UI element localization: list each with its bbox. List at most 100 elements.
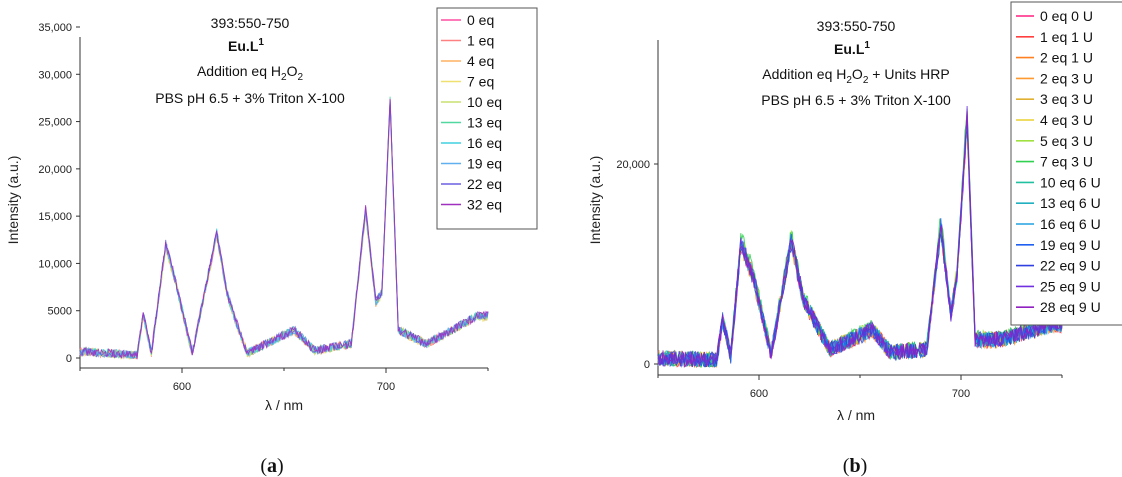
panel-b-caption: (b) <box>843 455 867 477</box>
panel-b-title-line-2-sup: 1 <box>864 40 870 51</box>
panel-a-title-line-3-text: Addition eq H <box>197 63 281 79</box>
panel-b-caption-close: ) <box>861 455 868 477</box>
legend-label: 3 eq 3 U <box>1040 91 1093 107</box>
panel-b-title-line-3-sub2: 2 <box>863 75 869 86</box>
y-tick-label: 20,000 <box>38 164 72 176</box>
legend-label: 10 eq <box>467 94 502 110</box>
y-tick-label: 5000 <box>48 306 72 318</box>
series-line-22-eq <box>79 99 489 359</box>
panel-a-x-ticks: 600 700 <box>79 368 489 393</box>
y-tick-label: 0 <box>644 359 650 371</box>
panel-a-traces <box>79 96 489 360</box>
y-tick-label: 30,000 <box>38 69 72 81</box>
panel-a-title: 393:550-750 Eu.L1 Addition eq H2O2 PBS p… <box>155 15 345 106</box>
legend-label: 5 eq 3 U <box>1040 133 1093 149</box>
series-line-0-eq <box>79 103 489 360</box>
legend-label: 16 eq <box>467 135 502 151</box>
panel-a-title-line-4: PBS pH 6.5 + 3% Triton X-100 <box>155 90 345 106</box>
panel-b-plot-area: 0 20,000 600 700 <box>616 40 1063 400</box>
panel-b-title-line-3: Addition eq H2O2 + Units HRP <box>762 66 949 86</box>
x-tick-label: 700 <box>377 381 395 393</box>
legend-label: 7 eq <box>467 74 494 90</box>
panel-a-title-line-2-text: Eu.L <box>228 38 259 54</box>
legend-label: 4 eq 3 U <box>1040 112 1093 128</box>
panel-a-title-line-1: 393:550-750 <box>211 15 290 31</box>
panel-b-y-ticks: 0 20,000 <box>616 159 658 371</box>
legend-label: 1 eq 1 U <box>1040 29 1093 45</box>
panel-b-title-line-2-text: Eu.L <box>834 41 865 57</box>
y-tick-label: 35,000 <box>38 22 72 34</box>
legend-label: 7 eq 3 U <box>1040 154 1093 170</box>
panel-a-title-line-3-sub2: 2 <box>297 72 303 83</box>
panel-b-title-line-3-o: O <box>852 66 863 82</box>
legend-label: 13 eq <box>467 115 502 131</box>
panel-a-plot-area: 0 5000 10,000 15,000 20,000 25,000 30,000 35,00… <box>38 22 489 393</box>
panel-b-x-label: λ / nm <box>837 407 875 423</box>
series-line-10-eq <box>79 100 489 360</box>
series-line-4-eq <box>79 104 489 359</box>
panel-b-caption-letter: b <box>849 455 860 477</box>
panel-a-caption-open: ( <box>260 455 267 477</box>
panel-b-y-label: Intensity (a.u.) <box>587 156 603 245</box>
panel-b-traces <box>657 105 1063 369</box>
series-line-28-eq-9-U <box>657 111 1063 368</box>
panel-b: 0 20,000 600 700 λ / nm Intensity (a.u.) 3… <box>587 1 1122 477</box>
panel-b-legend-box <box>1010 1 1122 326</box>
panel-a-legend: 0 eq 1 eq 4 eq 7 eq 10 eq 13 eq 16 eq 19 eq 22 e… <box>436 7 538 230</box>
panel-a-legend-box <box>436 7 538 230</box>
legend-label: 4 eq <box>467 53 494 69</box>
series-line-19-eq <box>79 103 489 359</box>
panel-a-y-ticks: 0 5000 10,000 15,000 20,000 25,000 30,000 35,00… <box>38 22 80 365</box>
panel-b-legend: 0 eq 0 U 1 eq 1 U 2 eq 1 U 2 eq 3 U 3 eq 3 U… <box>1010 1 1122 326</box>
legend-label: 16 eq 6 U <box>1040 216 1101 232</box>
legend-label: 25 eq 9 U <box>1040 278 1101 294</box>
panel-b-title-line-4: PBS pH 6.5 + 3% Triton X-100 <box>761 92 951 108</box>
panel-a-title-line-2: Eu.L1 <box>228 37 264 54</box>
panel-b-x-ticks: 600 700 <box>657 375 1063 400</box>
panel-b-title-line-3-sub: 2 <box>846 75 852 86</box>
y-tick-label: 15,000 <box>38 211 72 223</box>
panel-a-caption-letter: a <box>267 455 277 477</box>
legend-label: 22 eq 9 U <box>1040 258 1101 274</box>
panel-b-title-line-1: 393:550-750 <box>817 18 896 34</box>
legend-label: 13 eq 6 U <box>1040 195 1101 211</box>
legend-label: 2 eq 1 U <box>1040 50 1093 66</box>
panel-b-caption-open: ( <box>843 455 850 477</box>
legend-label: 19 eq <box>467 156 502 172</box>
y-tick-label: 0 <box>66 353 72 365</box>
legend-label: 10 eq 6 U <box>1040 174 1101 190</box>
panel-a-title-line-2-sup: 1 <box>258 37 264 48</box>
panel-a: 0 5000 10,000 15,000 20,000 25,000 30,000 35,00… <box>5 7 538 477</box>
y-tick-label: 25,000 <box>38 117 72 129</box>
panel-a-title-line-3-sub: 2 <box>281 72 287 83</box>
legend-label: 1 eq <box>467 33 494 49</box>
series-line-1-eq <box>79 100 489 360</box>
series-line-16-eq <box>79 101 489 360</box>
panel-a-y-label: Intensity (a.u.) <box>5 156 21 245</box>
panel-a-title-line-3: Addition eq H2O2 <box>197 63 304 83</box>
series-line-32-eq <box>79 98 489 360</box>
legend-label: 2 eq 3 U <box>1040 70 1093 86</box>
panel-b-title-line-3-text: Addition eq H <box>762 66 846 82</box>
legend-label: 0 eq 0 U <box>1040 8 1093 24</box>
legend-label: 32 eq <box>467 197 502 213</box>
legend-label: 0 eq <box>467 12 494 28</box>
panel-b-title: 393:550-750 Eu.L1 Addition eq H2O2 + Uni… <box>761 18 951 108</box>
y-tick-label: 10,000 <box>38 258 72 270</box>
panel-a-caption: (a) <box>260 455 283 477</box>
panel-b-title-line-2: Eu.L1 <box>834 40 870 57</box>
panel-b-title-line-3-tail: + Units HRP <box>868 66 949 82</box>
x-tick-label: 700 <box>952 388 970 400</box>
y-tick-label: 20,000 <box>616 159 650 171</box>
panel-a-x-label: λ / nm <box>265 397 303 413</box>
legend-label: 19 eq 9 U <box>1040 237 1101 253</box>
legend-label: 28 eq 9 U <box>1040 299 1101 315</box>
x-tick-label: 600 <box>750 388 768 400</box>
panel-a-caption-close: ) <box>277 455 284 477</box>
legend-label: 22 eq <box>467 176 502 192</box>
panel-a-title-line-3-o: O <box>287 63 298 79</box>
series-line-13-eq <box>79 96 489 359</box>
x-tick-label: 600 <box>173 381 191 393</box>
series-line-16-eq-6-U <box>657 126 1063 368</box>
